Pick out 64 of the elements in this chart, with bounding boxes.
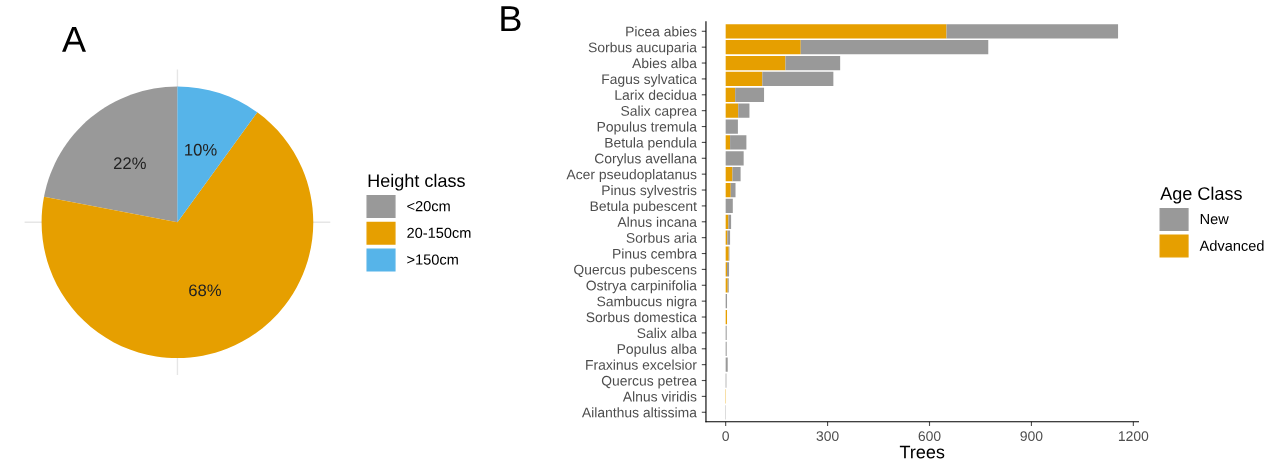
y-tick-label: Sambucus nigra — [597, 296, 697, 310]
bar — [725, 55, 786, 71]
x-tick-label: 600 — [918, 431, 941, 442]
y-tick-label: Fagus sylvatica — [602, 73, 697, 87]
legend-label: <20cm — [407, 201, 450, 212]
bar — [725, 103, 739, 118]
y-tick-label: Corylus avellana — [594, 153, 697, 167]
y-tick-label: Acer pseudoplatanus — [566, 169, 697, 183]
y-tick-label: Betula pubescent — [590, 200, 697, 214]
y-tick-label: Fraxinus excelsior — [586, 359, 697, 370]
bar — [800, 40, 989, 55]
y-tick-label: Picea abies — [626, 26, 697, 37]
x-tick-label: 900 — [1020, 431, 1043, 442]
y-tick-label: Alnus viridis — [622, 391, 697, 402]
bar — [725, 24, 947, 39]
x-tick-label: 0 — [722, 431, 729, 442]
data-label: 68% — [189, 284, 222, 297]
bar — [732, 167, 741, 182]
chart-title: B — [501, 6, 521, 32]
y-tick-label: Abies alba — [632, 58, 697, 69]
bar — [725, 40, 801, 55]
bar — [725, 357, 728, 372]
y-tick-label: Larix decidua — [615, 89, 697, 100]
x-axis-title: Trees — [899, 445, 945, 459]
y-tick-label: Populus tremula — [597, 121, 697, 135]
y-tick-label: Alnus incana — [617, 216, 697, 227]
bar — [785, 55, 841, 71]
bar — [725, 87, 736, 102]
data-label: 22% — [113, 157, 146, 170]
y-tick-label: Pinus sylvestris — [602, 185, 697, 198]
legend-label: 20-150cm — [407, 227, 471, 239]
y-tick-label: Sorbus aria — [626, 232, 697, 243]
pie-slice — [177, 86, 258, 223]
bar — [946, 24, 1119, 39]
y-tick-label: Sorbus domestica — [586, 311, 697, 323]
bar — [725, 182, 731, 198]
y-tick-label: Salix alba — [637, 327, 697, 339]
legend-label: >150cm — [407, 254, 458, 265]
pie-slice — [41, 112, 314, 359]
y-tick-label: Pinus cembra — [613, 248, 697, 259]
y-tick-label: Ostrya carpinifolia — [586, 280, 697, 294]
bar — [762, 71, 834, 87]
data-label: 10% — [185, 143, 217, 156]
bar — [725, 71, 763, 87]
y-tick-label: Ailanthus altissima — [581, 407, 697, 418]
y-tick-label: Populus alba — [617, 343, 697, 357]
x-tick-label: 1200 — [1118, 431, 1149, 442]
y-tick-label: Quercus petrea — [601, 375, 697, 389]
chart-title: A — [62, 26, 86, 52]
y-tick-label: Betula pendula — [605, 137, 697, 151]
y-tick-label: Quercus pubescens — [574, 264, 697, 278]
legend-label: Advanced — [1199, 240, 1264, 251]
bar — [725, 135, 731, 150]
bar — [730, 182, 736, 198]
y-tick-label: Sorbus aucuparia — [588, 42, 697, 56]
bar — [735, 87, 765, 102]
legend-title: Height class — [368, 173, 465, 191]
y-tick-label: Salix caprea — [621, 105, 697, 119]
legend-label: New — [1200, 214, 1229, 225]
bar — [738, 103, 750, 118]
x-tick-label: 300 — [816, 431, 839, 442]
legend-title: Age Class — [1160, 186, 1242, 204]
pie-slice — [44, 86, 178, 223]
bar — [725, 198, 733, 214]
